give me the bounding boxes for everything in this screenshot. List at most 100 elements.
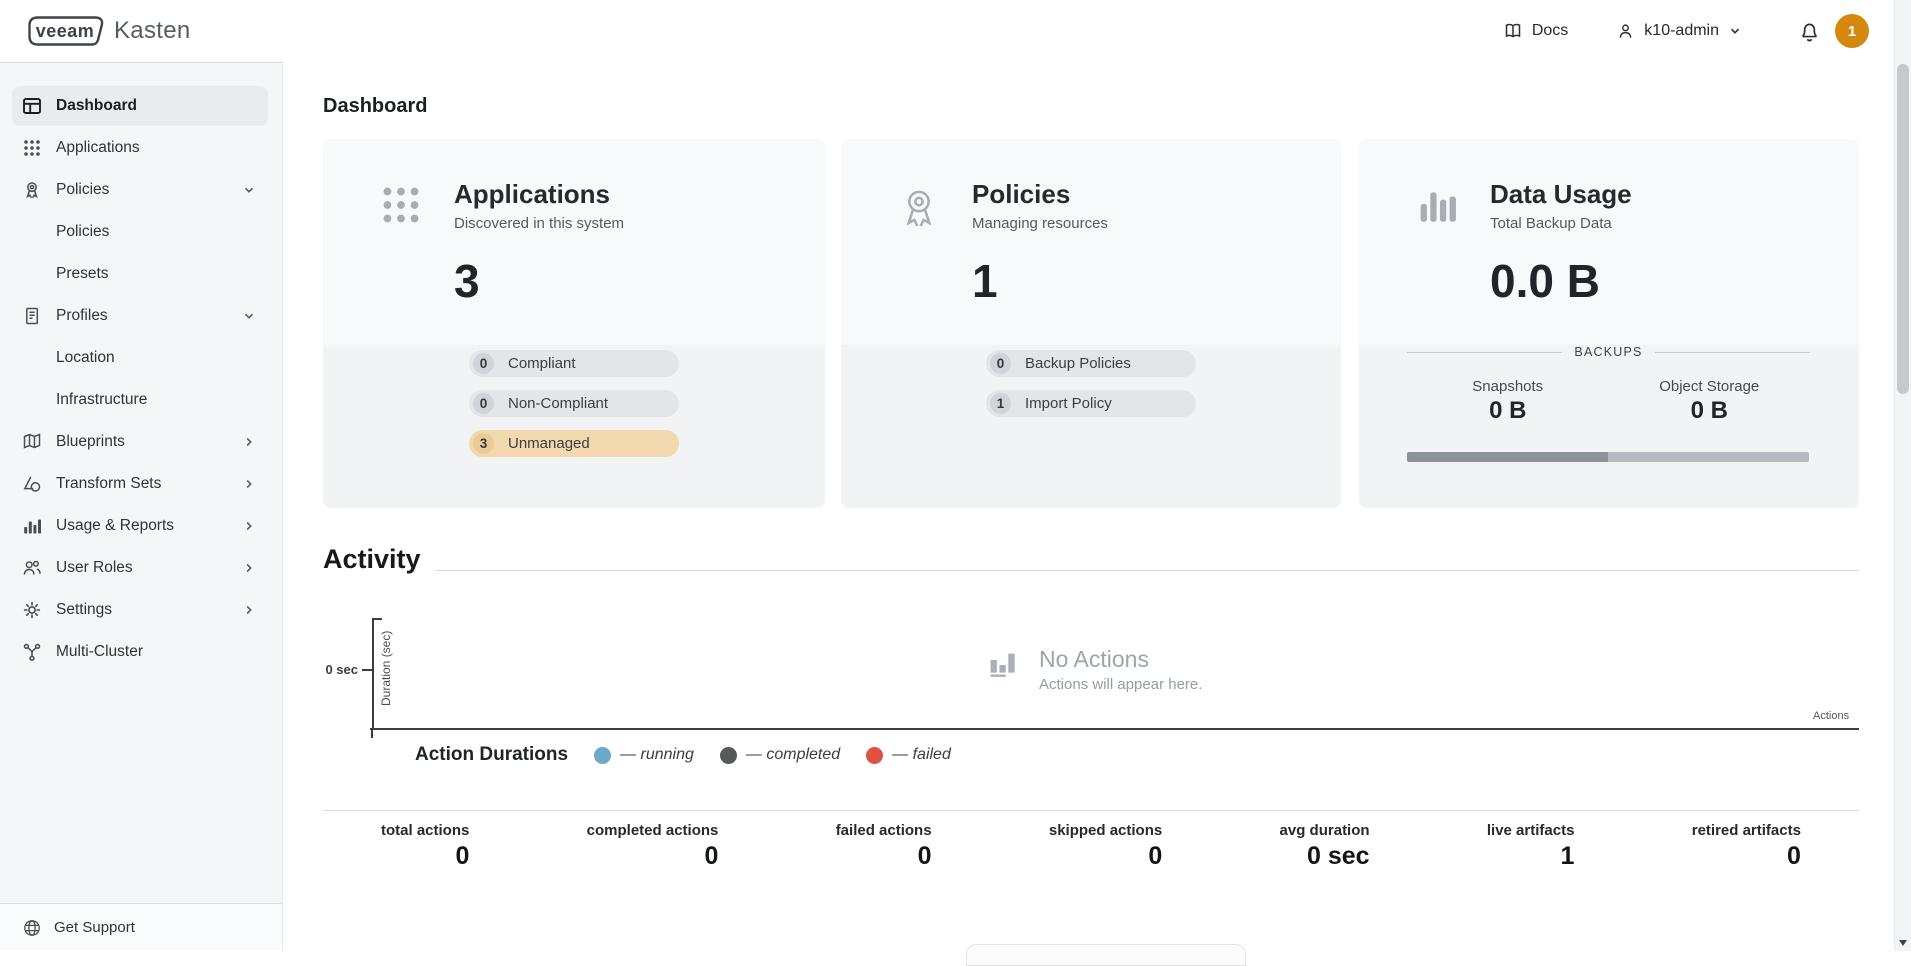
legend-running: — running: [594, 746, 694, 764]
sidebar-item-profiles[interactable]: Profiles: [12, 296, 268, 336]
pill-label: Compliant: [508, 355, 576, 372]
stat-skipped-actions: skipped actions 0: [1049, 822, 1162, 871]
scrollbar-down-button[interactable]: [1895, 935, 1911, 951]
topbar: veeam Kasten Docs k10-admin: [0, 0, 1894, 62]
pill-label: Import Policy: [1025, 395, 1112, 412]
sidebar-item-usage-reports[interactable]: Usage & Reports: [12, 506, 268, 546]
user-menu[interactable]: k10-admin: [1616, 22, 1742, 41]
chart-x-tick: [371, 730, 373, 738]
no-actions-chart-icon: [990, 653, 1015, 677]
pill-count: 0: [473, 393, 494, 414]
stat-total-actions: total actions 0: [381, 822, 469, 871]
policies-card: Policies Managing resources 1 0 Backup P…: [841, 139, 1341, 508]
snapshots-value: 0 B: [1489, 397, 1527, 424]
sidebar-item-location[interactable]: Location: [12, 338, 268, 378]
chart-x-axis-label: Actions: [1813, 710, 1850, 722]
card-subtitle: Total Backup Data: [1490, 215, 1612, 232]
chart-y-axis-label: Duration (sec): [379, 630, 393, 706]
bar-chart-icon: [1420, 192, 1456, 222]
stat-avg-duration: avg duration 0 sec: [1280, 822, 1370, 871]
stat-live-artifacts: live artifacts 1: [1487, 822, 1575, 871]
sidebar-item-label: Settings: [56, 601, 113, 618]
sidebar-item-user-roles[interactable]: User Roles: [12, 548, 268, 588]
profiles-icon: [26, 307, 39, 325]
card-title[interactable]: Applications: [454, 179, 611, 209]
backup-policies-pill[interactable]: 0 Backup Policies: [986, 350, 1196, 377]
unmanaged-pill[interactable]: 3 Unmanaged: [469, 430, 679, 457]
chevron-right-icon: [246, 479, 252, 489]
multi-cluster-icon: [23, 643, 41, 661]
legend-label: — failed: [892, 746, 951, 763]
sidebar-item-label: Usage & Reports: [56, 517, 175, 534]
pill-count: 1: [990, 393, 1011, 414]
sidebar-item-label: Multi-Cluster: [56, 643, 143, 660]
apps-grid-icon: [383, 187, 419, 223]
sidebar-item-multi-cluster[interactable]: Multi-Cluster: [12, 632, 268, 672]
stat-label: completed actions: [586, 822, 719, 839]
legend-failed: — failed: [866, 746, 951, 764]
compliant-pill[interactable]: 0 Compliant: [469, 350, 679, 377]
stat-value: 0 sec: [1307, 842, 1370, 870]
sidebar-item-settings[interactable]: Settings: [12, 590, 268, 630]
scroll-down-arrow-icon: [1899, 940, 1907, 946]
scrollbar-track[interactable]: [1894, 0, 1911, 951]
card-title[interactable]: Data Usage: [1490, 179, 1632, 209]
sidebar-item-infrastructure[interactable]: Infrastructure: [12, 380, 268, 420]
veeam-kasten-logo[interactable]: veeam Kasten: [28, 16, 191, 46]
scrollbar-thumb[interactable]: [1897, 64, 1909, 394]
dashboard-icon: [23, 98, 41, 114]
legend-label: — running: [620, 746, 694, 763]
applications-card-header: Applications Discovered in this system 3: [378, 179, 624, 308]
user-icon: [1619, 23, 1632, 38]
running-dot-icon: [594, 746, 612, 764]
empty-state-subtitle: Actions will appear here.: [1039, 676, 1203, 693]
docs-link[interactable]: Docs: [1503, 21, 1568, 41]
next-section-peek: [966, 944, 1246, 966]
stat-label: failed actions: [835, 822, 932, 839]
get-support-button[interactable]: Get Support: [0, 903, 282, 951]
sidebar-item-dashboard[interactable]: Dashboard: [12, 86, 268, 126]
sidebar-item-presets[interactable]: Presets: [12, 254, 268, 294]
import-policy-pill[interactable]: 1 Import Policy: [986, 390, 1196, 417]
sidebar-item-policies-sub[interactable]: Policies: [12, 212, 268, 252]
sidebar-item-label: Policies: [56, 223, 110, 240]
pill-label: Backup Policies: [1025, 355, 1131, 372]
activity-stats-row: total actions 0 completed actions 0 fail…: [323, 810, 1859, 871]
chart-x-axis: [370, 728, 1859, 730]
sidebar-item-label: Blueprints: [56, 433, 125, 450]
non-compliant-pill[interactable]: 0 Non-Compliant: [469, 390, 679, 417]
stat-retired-artifacts: retired artifacts 0: [1692, 822, 1801, 871]
sidebar-item-label: Profiles: [56, 307, 108, 324]
chevron-right-icon: [246, 437, 252, 447]
notifications-button[interactable]: [1798, 20, 1821, 43]
sidebar: Dashboard Applications Policies Policies: [0, 62, 283, 951]
sidebar-item-label: Presets: [56, 265, 109, 282]
pill-count: 0: [990, 353, 1011, 374]
award-icon: [906, 190, 932, 227]
sidebar-item-policies[interactable]: Policies: [12, 170, 268, 210]
sidebar-item-blueprints[interactable]: Blueprints: [12, 422, 268, 462]
docs-label: Docs: [1531, 22, 1569, 39]
policies-count: 1: [972, 255, 998, 307]
sidebar-item-applications[interactable]: Applications: [12, 128, 268, 168]
applications-card: Applications Discovered in this system 3…: [323, 139, 825, 508]
stat-label: avg duration: [1279, 822, 1370, 839]
stat-completed-actions: completed actions 0: [587, 822, 719, 871]
chevron-right-icon: [246, 521, 252, 531]
pill-count: 0: [473, 353, 494, 374]
stat-value: 0: [917, 842, 932, 870]
stat-label: retired artifacts: [1691, 822, 1801, 839]
policies-card-header: Policies Managing resources 1: [896, 179, 1108, 308]
topbar-right: Docs k10-admin 1: [1503, 14, 1869, 48]
sidebar-item-label: User Roles: [56, 559, 133, 576]
sidebar-item-transform-sets[interactable]: Transform Sets: [12, 464, 268, 504]
chevron-down-icon: [244, 313, 254, 319]
chevron-down-icon: [244, 187, 254, 193]
blueprints-icon: [23, 433, 41, 449]
data-usage-card-header: Data Usage Total Backup Data 0.0 B: [1414, 179, 1632, 308]
chart-y-tick: [362, 669, 373, 671]
sidebar-item-label: Infrastructure: [56, 391, 148, 408]
notification-count-badge[interactable]: 1: [1835, 14, 1869, 48]
policies-pills: 0 Backup Policies 1 Import Policy: [841, 350, 1341, 417]
card-title[interactable]: Policies: [972, 179, 1071, 209]
